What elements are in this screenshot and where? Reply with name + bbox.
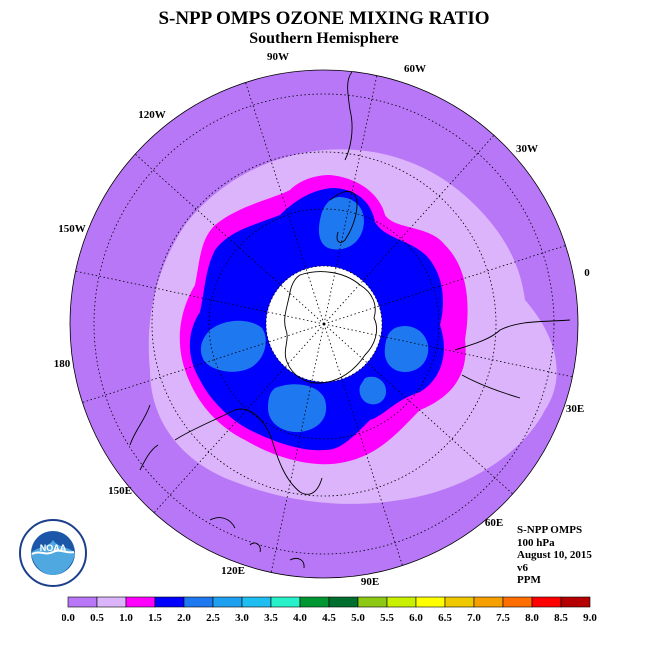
- longitude-label: 30E: [566, 403, 584, 415]
- colorbar-tick-label: 7.5: [496, 612, 510, 624]
- colorbar-swatch: [473, 596, 504, 608]
- colorbar: 0.0 0.5 1.0 1.5 2.0 2.5 3.0 3.5 4.0 4.5 5.0 5.5 6.0 6…: [62, 596, 597, 624]
- colorbar-swatch: [96, 596, 127, 608]
- contour-2.0-2.5-c: [384, 325, 429, 372]
- colorbar-swatch: [357, 596, 388, 608]
- colorbar-tick-label: 0.0: [62, 612, 75, 624]
- colorbar-tick-label: 4.0: [293, 612, 307, 624]
- info-units: PPM: [517, 574, 541, 586]
- coastlines: [129, 71, 571, 569]
- longitude-label: 90W: [267, 51, 289, 63]
- info-instrument: S-NPP OMPS: [517, 524, 583, 536]
- colorbar-swatch: [386, 596, 417, 608]
- colorbar-swatch: [183, 596, 214, 608]
- contour-2.0-2.5-a: [318, 197, 364, 250]
- longitude-label: 120E: [221, 565, 245, 577]
- colorbar-swatch: [67, 596, 98, 608]
- colorbar-tick-label: 0.5: [90, 612, 104, 624]
- info-version: v6: [517, 561, 528, 574]
- colorbar-tick-label: 9.0: [583, 612, 597, 624]
- colorbar-tick-label: 2.5: [206, 612, 220, 624]
- contour-2.0-2.5-e: [359, 376, 387, 405]
- colorbar-tick-label: 1.5: [148, 612, 162, 624]
- colorbar-tick-label: 8.5: [554, 612, 568, 624]
- colorbar-tick-label: 1.0: [119, 612, 133, 624]
- longitude-label: 180: [54, 358, 71, 370]
- info-box: S-NPP OMPS 100 hPa August 10, 2015 v6 PP…: [517, 524, 592, 587]
- colorbar-swatch: [270, 596, 301, 608]
- longitude-label: 120W: [138, 109, 166, 121]
- colorbar-tick-label: 5.5: [380, 612, 394, 624]
- colorbar-tick-label: 8.0: [525, 612, 539, 624]
- colorbar-swatch: [328, 596, 359, 608]
- colorbar-swatch: [154, 596, 185, 608]
- islands: [209, 517, 305, 569]
- colorbar-tick-label: 6.0: [409, 612, 423, 624]
- colorbar-tick-label: 2.0: [177, 612, 191, 624]
- colorbar-tick-label: 4.5: [322, 612, 336, 624]
- info-level: 100 hPa: [517, 536, 555, 549]
- colorbar-swatch: [502, 596, 533, 608]
- contour-2.0-2.5-d: [268, 384, 327, 433]
- map-title: S-NPP OMPS OZONE MIXING RATIO: [158, 8, 490, 29]
- map-subtitle: Southern Hemisphere: [249, 30, 399, 47]
- longitude-label: 90E: [361, 576, 379, 588]
- noaa-logo: NOAA: [19, 519, 87, 587]
- colorbar-swatch: [560, 596, 591, 608]
- longitude-label: 150W: [58, 223, 86, 235]
- longitude-label: 60E: [485, 517, 503, 529]
- south-america-coast: [329, 71, 358, 243]
- colorbar-tick-label: 3.0: [235, 612, 249, 624]
- colorbar-swatch: [415, 596, 446, 608]
- colorbar-swatch: [444, 596, 475, 608]
- colorbar-tick-label: 3.5: [264, 612, 278, 624]
- longitude-label: 0: [584, 267, 590, 279]
- longitude-label: 150E: [108, 485, 132, 497]
- info-date: August 10, 2015: [517, 549, 592, 561]
- longitude-label: 60W: [404, 63, 426, 75]
- new-zealand-coast: [129, 404, 159, 471]
- colorbar-swatch: [212, 596, 243, 608]
- colorbar-tick-label: 5.0: [351, 612, 365, 624]
- colorbar-swatch: [241, 596, 272, 608]
- colorbar-swatch: [299, 596, 330, 608]
- noaa-logo-text: NOAA: [40, 543, 67, 553]
- longitude-label: 30W: [516, 143, 538, 155]
- graticule: [93, 93, 555, 555]
- africa-coast: [454, 319, 571, 399]
- colorbar-tick-label: 6.5: [438, 612, 452, 624]
- colorbar-swatch: [531, 596, 562, 608]
- antarctica-coast: [284, 271, 377, 384]
- colorbar-tick-label: 7.0: [467, 612, 481, 624]
- longitude-labels: 90W 60W 30W 0 30E 60E 90E 120E 150E 180 150W 120W: [54, 51, 591, 588]
- australia-coast: [174, 408, 323, 495]
- map-border: [69, 69, 579, 579]
- colorbar-swatch: [125, 596, 156, 608]
